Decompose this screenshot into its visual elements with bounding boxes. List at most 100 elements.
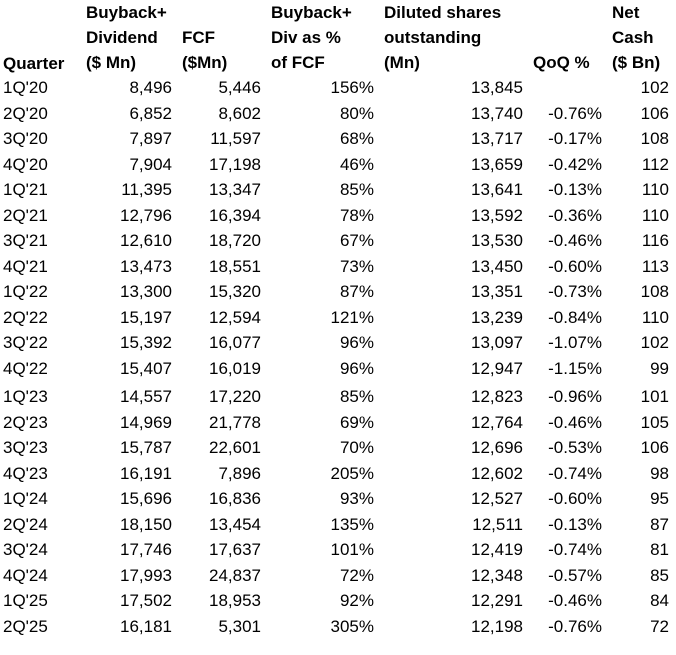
column-header-line: QoQ % — [533, 53, 590, 72]
table-row: 2Q'23 14,969 21,778 69% 12,764 -0.46% 105 — [0, 410, 676, 436]
cell-pct-fcf: 156% — [330, 78, 374, 98]
cell-quarter: 1Q'23 — [3, 387, 48, 407]
cell-buyback-div: 15,407 — [120, 358, 172, 378]
cell-pct-fcf: 305% — [330, 616, 374, 636]
cell-shares: 13,530 — [471, 231, 523, 251]
column-header-net-cash: Net Cash ($ Bn) — [609, 0, 676, 75]
cell-quarter: 1Q'22 — [3, 282, 48, 302]
cell-buyback-div: 15,787 — [120, 438, 172, 458]
cell-qoq: -0.76% — [548, 616, 602, 636]
cell-shares: 12,823 — [471, 387, 523, 407]
cell-fcf: 16,836 — [209, 489, 261, 509]
table-row: 2Q'20 6,852 8,602 80% 13,740 -0.76% 106 — [0, 101, 676, 127]
column-header-line: Div as % — [271, 28, 341, 47]
cell-fcf: 5,446 — [218, 78, 261, 98]
cell-buyback-div: 13,300 — [120, 282, 172, 302]
cell-buyback-div: 15,392 — [120, 333, 172, 353]
cell-shares: 12,511 — [472, 514, 523, 534]
cell-buyback-div: 17,993 — [120, 565, 172, 585]
table-row: 4Q'24 17,993 24,837 72% 12,348 -0.57% 85 — [0, 563, 676, 589]
cell-buyback-div: 8,496 — [129, 78, 172, 98]
cell-buyback-div: 12,610 — [120, 231, 172, 251]
cell-pct-fcf: 68% — [339, 129, 374, 149]
cell-fcf: 12,594 — [209, 307, 261, 327]
cell-net-cash: 99 — [650, 358, 669, 378]
cell-fcf: 16,394 — [209, 205, 261, 225]
cell-shares: 12,602 — [471, 463, 523, 483]
cell-buyback-div: 15,696 — [120, 489, 172, 509]
cell-fcf: 5,301 — [218, 616, 261, 636]
cell-quarter: 4Q'23 — [3, 463, 48, 483]
cell-pct-fcf: 85% — [339, 180, 374, 200]
cell-buyback-div: 16,191 — [120, 463, 172, 483]
table-row: 1Q'25 17,502 18,953 92% 12,291 -0.46% 84 — [0, 588, 676, 614]
cell-net-cash: 81 — [650, 540, 669, 560]
cell-fcf: 16,077 — [209, 333, 261, 353]
cell-fcf: 22,601 — [209, 438, 261, 458]
cell-quarter: 3Q'20 — [3, 129, 48, 149]
cell-pct-fcf: 85% — [339, 387, 374, 407]
cell-net-cash: 112 — [641, 154, 669, 174]
cell-net-cash: 72 — [650, 616, 669, 636]
cell-buyback-div: 13,473 — [120, 256, 172, 276]
cell-net-cash: 85 — [650, 565, 669, 585]
table-row: 2Q'21 12,796 16,394 78% 13,592 -0.36% 110 — [0, 203, 676, 229]
cell-qoq: -0.42% — [548, 154, 602, 174]
cell-qoq: -0.13% — [548, 180, 602, 200]
cell-net-cash: 84 — [650, 591, 669, 611]
cell-qoq: -0.73% — [548, 282, 602, 302]
cell-shares: 13,592 — [471, 205, 523, 225]
table-row: 3Q'24 17,746 17,637 101% 12,419 -0.74% 81 — [0, 537, 676, 563]
cell-qoq: -0.46% — [548, 412, 602, 432]
column-header-line: ($Mn) — [182, 53, 228, 72]
cell-pct-fcf: 93% — [339, 489, 374, 509]
table-row: 2Q'24 18,150 13,454 135% 12,511 -0.13% 87 — [0, 512, 676, 538]
cell-fcf: 7,896 — [218, 463, 261, 483]
table-row: 3Q'20 7,897 11,597 68% 13,717 -0.17% 108 — [0, 126, 676, 152]
cell-buyback-div: 16,181 — [120, 616, 172, 636]
cell-net-cash: 113 — [641, 256, 669, 276]
cell-buyback-div: 17,502 — [120, 591, 172, 611]
column-header-line: FCF — [182, 28, 216, 47]
cell-quarter: 2Q'23 — [3, 412, 48, 432]
cell-quarter: 3Q'21 — [3, 231, 48, 251]
cell-shares: 13,717 — [471, 129, 523, 149]
column-header-line: Quarter — [3, 54, 65, 73]
cell-buyback-div: 15,197 — [120, 307, 172, 327]
cell-net-cash: 108 — [640, 282, 669, 302]
column-header-line: Buyback+ — [86, 3, 167, 22]
cell-buyback-div: 14,557 — [120, 387, 172, 407]
cell-pct-fcf: 101% — [330, 540, 374, 560]
table-row: 1Q'23 14,557 17,220 85% 12,823 -0.96% 101 — [0, 381, 676, 410]
table-row: 3Q'23 15,787 22,601 70% 12,696 -0.53% 106 — [0, 435, 676, 461]
cell-qoq: -0.74% — [548, 540, 602, 560]
cell-pct-fcf: 80% — [339, 103, 374, 123]
cell-buyback-div: 18,150 — [120, 514, 172, 534]
financial-data-table: Quarter Buyback+ Dividend ($ Mn) FCF ($Mn) Buy… — [0, 0, 676, 636]
cell-shares: 13,450 — [471, 256, 523, 276]
cell-shares: 13,351 — [471, 282, 523, 302]
cell-pct-fcf: 121% — [330, 307, 374, 327]
cell-shares: 12,419 — [471, 540, 523, 560]
column-header-line: of FCF — [271, 53, 325, 72]
cell-fcf: 18,551 — [209, 256, 261, 276]
cell-shares: 12,764 — [471, 412, 523, 432]
cell-buyback-div: 12,796 — [120, 205, 172, 225]
column-header-qoq: QoQ % — [530, 0, 609, 75]
cell-net-cash: 101 — [640, 387, 669, 407]
cell-qoq: -0.17% — [548, 129, 602, 149]
cell-pct-fcf: 205% — [330, 463, 374, 483]
cell-qoq: -0.36% — [548, 205, 602, 225]
cell-fcf: 17,637 — [209, 540, 261, 560]
cell-fcf: 18,953 — [209, 591, 261, 611]
cell-fcf: 16,019 — [209, 358, 261, 378]
cell-net-cash: 106 — [640, 438, 669, 458]
cell-buyback-div: 7,897 — [129, 129, 172, 149]
cell-shares: 12,348 — [471, 565, 523, 585]
cell-fcf: 21,778 — [209, 412, 261, 432]
cell-quarter: 2Q'25 — [3, 616, 48, 636]
cell-shares: 13,239 — [471, 307, 523, 327]
cell-shares: 13,641 — [471, 180, 523, 200]
cell-pct-fcf: 72% — [339, 565, 374, 585]
